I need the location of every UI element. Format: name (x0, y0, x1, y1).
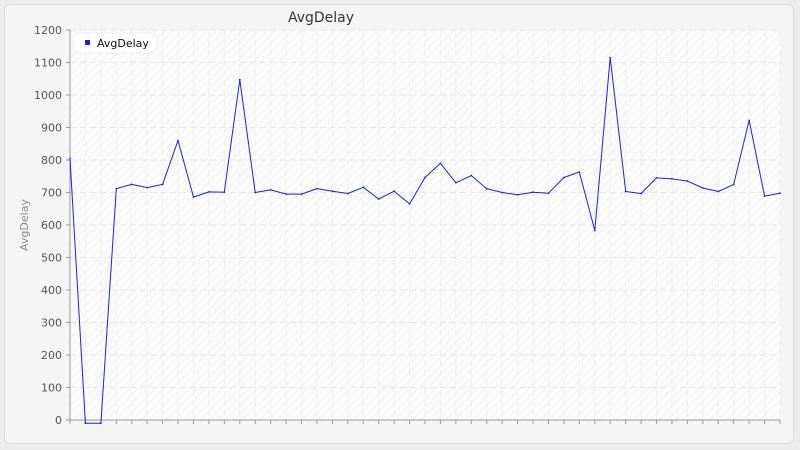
data-point (269, 189, 272, 191)
y-tick-label: 700 (41, 187, 62, 200)
data-point (501, 191, 504, 194)
data-point (763, 195, 766, 197)
data-point (485, 187, 488, 190)
data-point (563, 176, 565, 179)
y-axis-title: AvgDelay (18, 199, 31, 251)
data-point (640, 192, 642, 195)
data-point (254, 191, 257, 194)
data-point (717, 190, 720, 193)
data-point (377, 198, 380, 200)
data-point (454, 181, 457, 184)
data-point (285, 193, 287, 196)
data-point (362, 186, 365, 189)
legend-swatch (85, 40, 90, 45)
x-axis (69, 419, 781, 424)
y-tick-label: 800 (41, 154, 62, 167)
data-point (130, 183, 133, 186)
data-point (331, 190, 334, 193)
data-point (208, 190, 210, 193)
data-point (609, 56, 612, 59)
series-layer (69, 56, 781, 425)
data-point (161, 183, 164, 186)
data-point (439, 162, 442, 165)
data-point (779, 192, 781, 195)
y-tick-label: 300 (41, 317, 62, 330)
y-tick-label: 1000 (34, 89, 62, 102)
y-tick-label: 100 (41, 382, 62, 395)
data-point (578, 171, 581, 173)
data-point (732, 183, 735, 186)
data-point (408, 202, 411, 205)
y-tick-label: 200 (41, 349, 62, 362)
grid-lines (69, 29, 781, 421)
y-tick-label: 400 (41, 284, 62, 297)
data-point (99, 422, 102, 425)
data-point (424, 176, 426, 179)
data-point (84, 422, 87, 425)
y-tick-label: 900 (41, 122, 62, 135)
data-point (516, 193, 519, 196)
data-point (593, 229, 596, 232)
y-tick-label: 500 (41, 252, 62, 265)
data-point (686, 180, 689, 183)
data-point (146, 186, 149, 189)
y-tick-label: 600 (41, 219, 62, 232)
chart-title: AvgDelay (288, 10, 354, 26)
data-point (470, 174, 473, 177)
data-point (547, 192, 550, 195)
data-point (316, 187, 318, 190)
data-point (223, 191, 226, 194)
data-point (671, 177, 673, 180)
data-point (192, 196, 195, 198)
data-point (655, 176, 658, 179)
y-tick-label: 1100 (34, 57, 62, 70)
data-point (624, 190, 627, 193)
data-point (115, 187, 118, 190)
data-point (300, 193, 303, 196)
y-tick-label: 0 (55, 414, 62, 427)
data-point (748, 119, 751, 122)
data-point (393, 190, 396, 193)
data-point (238, 78, 241, 81)
data-point (69, 157, 71, 160)
legend: AvgDelay (72, 32, 158, 54)
data-point (532, 191, 534, 194)
legend-label: AvgDelay (97, 37, 149, 50)
legend-box (72, 32, 158, 54)
data-point (701, 187, 704, 189)
y-axis: 0 100 200 300 400 500 600 700 800 900 1000 1100 1200 (34, 24, 71, 427)
data-point (177, 139, 179, 142)
y-tick-label: 1200 (34, 24, 62, 37)
data-point (346, 192, 349, 195)
